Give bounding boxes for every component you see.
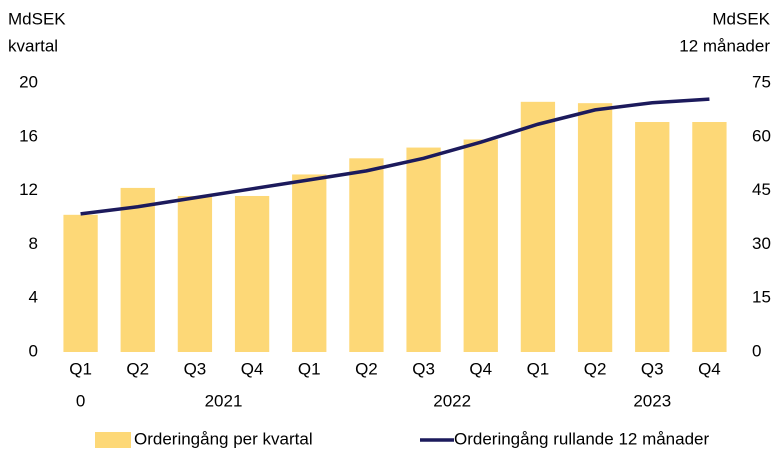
x-tick-label: Q2 [355,359,378,378]
y-tick-label: 0 [29,341,38,360]
year-label: 2021 [205,391,243,410]
y-axis-label: kvartal [8,36,58,55]
y2-tick-label: 45 [752,180,771,199]
y-tick-label: 8 [29,234,38,253]
legend-swatch [95,432,131,448]
legend-label: Orderingång per kvartal [134,429,313,448]
year-label: 0 [76,391,85,410]
bar [234,195,270,352]
x-tick-label: Q2 [126,359,149,378]
x-tick-label: Q1 [69,359,92,378]
bar [635,122,670,352]
y-tick-label: 16 [19,126,38,145]
x-tick-label: Q2 [584,359,607,378]
y-tick-label: 12 [19,180,38,199]
line [80,97,710,216]
bar [406,147,441,352]
y-tick-label: 20 [19,72,38,91]
x-tick-label: Q1 [298,359,321,378]
y2-axis-label: 12 månader [679,36,770,55]
x-tick-label: Q3 [412,359,435,378]
bar [692,122,727,352]
y2-tick-label: 60 [752,126,771,145]
y2-tick-label: 75 [752,72,771,91]
x-tick-label: Q3 [184,359,207,378]
y-tick-label: 4 [29,288,38,307]
y2-tick-label: 0 [752,341,761,360]
x-tick-label: Q1 [527,359,550,378]
y2-tick-label: 15 [752,288,771,307]
bar [577,103,613,352]
x-tick-label: Q4 [241,359,264,378]
y2-axis-label: MdSEK [712,9,770,28]
bar [120,187,155,352]
bar [349,158,384,352]
y2-tick-label: 30 [752,234,771,253]
bar [292,174,327,352]
y-axis-label: MdSEK [8,9,66,28]
bar [520,101,556,352]
bar [463,139,498,352]
year-label: 2022 [433,391,471,410]
x-tick-label: Q4 [698,359,721,378]
x-tick-label: Q3 [641,359,664,378]
bar [177,195,213,352]
legend-label: Orderingång rullande 12 månader [454,429,710,448]
bar [63,214,98,352]
x-tick-label: Q4 [469,359,492,378]
year-label: 2023 [633,391,671,410]
